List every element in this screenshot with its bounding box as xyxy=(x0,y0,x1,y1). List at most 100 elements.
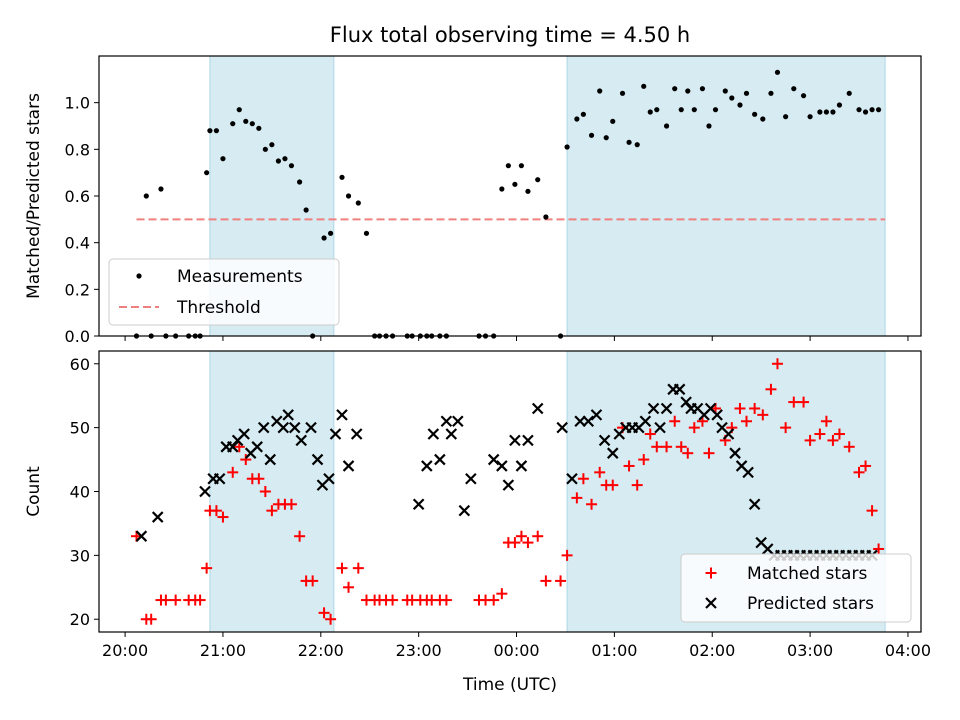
matched-star-point xyxy=(307,575,319,587)
matched-star-point xyxy=(788,396,800,408)
measurement-point xyxy=(327,230,334,236)
matched-star-point xyxy=(488,594,500,606)
matched-star-point xyxy=(623,460,635,472)
matched-star-point xyxy=(749,402,761,414)
measurement-point xyxy=(722,88,728,94)
matched-star-point xyxy=(555,575,567,587)
predicted-star-point xyxy=(566,472,578,485)
matched-star-point xyxy=(853,466,865,478)
count-y-axis-label: Count xyxy=(24,466,44,517)
measurement-point xyxy=(610,118,616,124)
legend-matched-marker xyxy=(705,567,717,579)
matched-star-point xyxy=(765,383,777,395)
measurement-point xyxy=(685,88,691,94)
matched-star-point xyxy=(586,498,598,510)
matched-star-point xyxy=(594,466,606,478)
predicted-star-point xyxy=(329,428,342,440)
matched-star-point xyxy=(873,543,885,555)
count-legend: Matched stars Predicted stars xyxy=(680,553,912,623)
y-tick-label: 0.2 xyxy=(65,280,90,299)
ratio-legend: Measurements Threshold xyxy=(108,258,340,326)
matched-star-point xyxy=(532,530,544,542)
predicted-star-point xyxy=(711,409,723,421)
matched-star-point xyxy=(631,479,643,491)
predicted-star-point xyxy=(487,453,500,466)
measurement-point xyxy=(363,230,370,236)
matched-star-point xyxy=(496,588,508,600)
predicted-star-point xyxy=(515,460,528,472)
matched-star-point xyxy=(843,441,855,453)
y-tick-label: 0.4 xyxy=(65,234,90,253)
measurement-point xyxy=(647,109,653,115)
predicted-star-point xyxy=(465,472,477,485)
measurement-point xyxy=(823,109,830,115)
legend-threshold-label: Threshold xyxy=(176,298,261,318)
x-tick-label: 23:00 xyxy=(396,641,442,660)
predicted-stars-points xyxy=(135,383,878,562)
shaded-interval-1 xyxy=(566,55,886,337)
measurement-point xyxy=(800,93,807,99)
predicted-star-point xyxy=(748,498,761,511)
measurement-point xyxy=(768,90,774,96)
predicted-star-point xyxy=(282,409,294,421)
y-tick-label: 40 xyxy=(70,483,90,502)
measurement-point xyxy=(321,235,327,241)
predicted-star-point xyxy=(342,460,355,472)
predicted-star-point xyxy=(556,421,568,434)
matched-star-point xyxy=(780,422,792,434)
measurement-point xyxy=(345,193,352,199)
measurement-point xyxy=(699,86,706,92)
measurement-point xyxy=(243,118,249,124)
chart-title: Flux total observing time = 4.50 h xyxy=(330,23,690,47)
y-tick-label: 30 xyxy=(70,546,90,565)
predicted-star-point xyxy=(673,383,686,396)
matched-star-point xyxy=(387,594,399,606)
predicted-star-point xyxy=(213,472,226,485)
shaded-interval-0 xyxy=(209,350,335,633)
predicted-star-point xyxy=(729,447,741,459)
measurement-point xyxy=(518,163,525,169)
matched-star-point xyxy=(804,434,816,446)
measurement-point xyxy=(619,90,626,96)
measurement-point xyxy=(230,121,236,127)
measurement-point xyxy=(535,177,541,183)
predicted-star-point xyxy=(412,498,425,511)
matched-star-point xyxy=(440,594,452,606)
matched-star-point xyxy=(675,441,687,453)
matched-star-point xyxy=(515,530,527,542)
measurement-point xyxy=(543,214,549,220)
y-tick-label: 0.8 xyxy=(65,140,90,159)
measurement-point xyxy=(158,186,164,192)
measurement-point xyxy=(691,107,697,113)
measurement-point xyxy=(634,142,640,148)
matched-star-point xyxy=(734,402,746,414)
measurement-point xyxy=(574,116,580,122)
measurement-point xyxy=(303,207,309,213)
predicted-star-point xyxy=(336,409,348,421)
predicted-star-point xyxy=(199,485,211,498)
predicted-star-point xyxy=(277,421,290,434)
legend-measurements-label: Measurements xyxy=(177,267,303,287)
legend-box xyxy=(108,258,340,326)
matched-star-point xyxy=(860,460,872,472)
predicted-star-point xyxy=(251,441,263,453)
predicted-star-point xyxy=(264,453,277,466)
y-tick-label: 50 xyxy=(70,419,90,438)
y-tick-label: 60 xyxy=(70,355,90,374)
matched-star-point xyxy=(194,594,206,606)
matched-star-point xyxy=(607,479,619,491)
measurement-point xyxy=(743,90,750,96)
measurement-point xyxy=(846,90,852,96)
measurement-point xyxy=(626,139,632,145)
measurement-point xyxy=(760,116,766,122)
predicted-star-point xyxy=(606,447,619,459)
matched-star-point xyxy=(352,562,364,574)
measurement-point xyxy=(729,95,735,101)
matched-star-point xyxy=(253,473,265,485)
matched-stars-points xyxy=(131,358,885,625)
measurement-point xyxy=(774,69,781,75)
measurement-point xyxy=(220,156,226,162)
measurement-point xyxy=(791,86,797,92)
predicted-star-point xyxy=(421,460,433,472)
matched-star-point xyxy=(827,434,839,446)
